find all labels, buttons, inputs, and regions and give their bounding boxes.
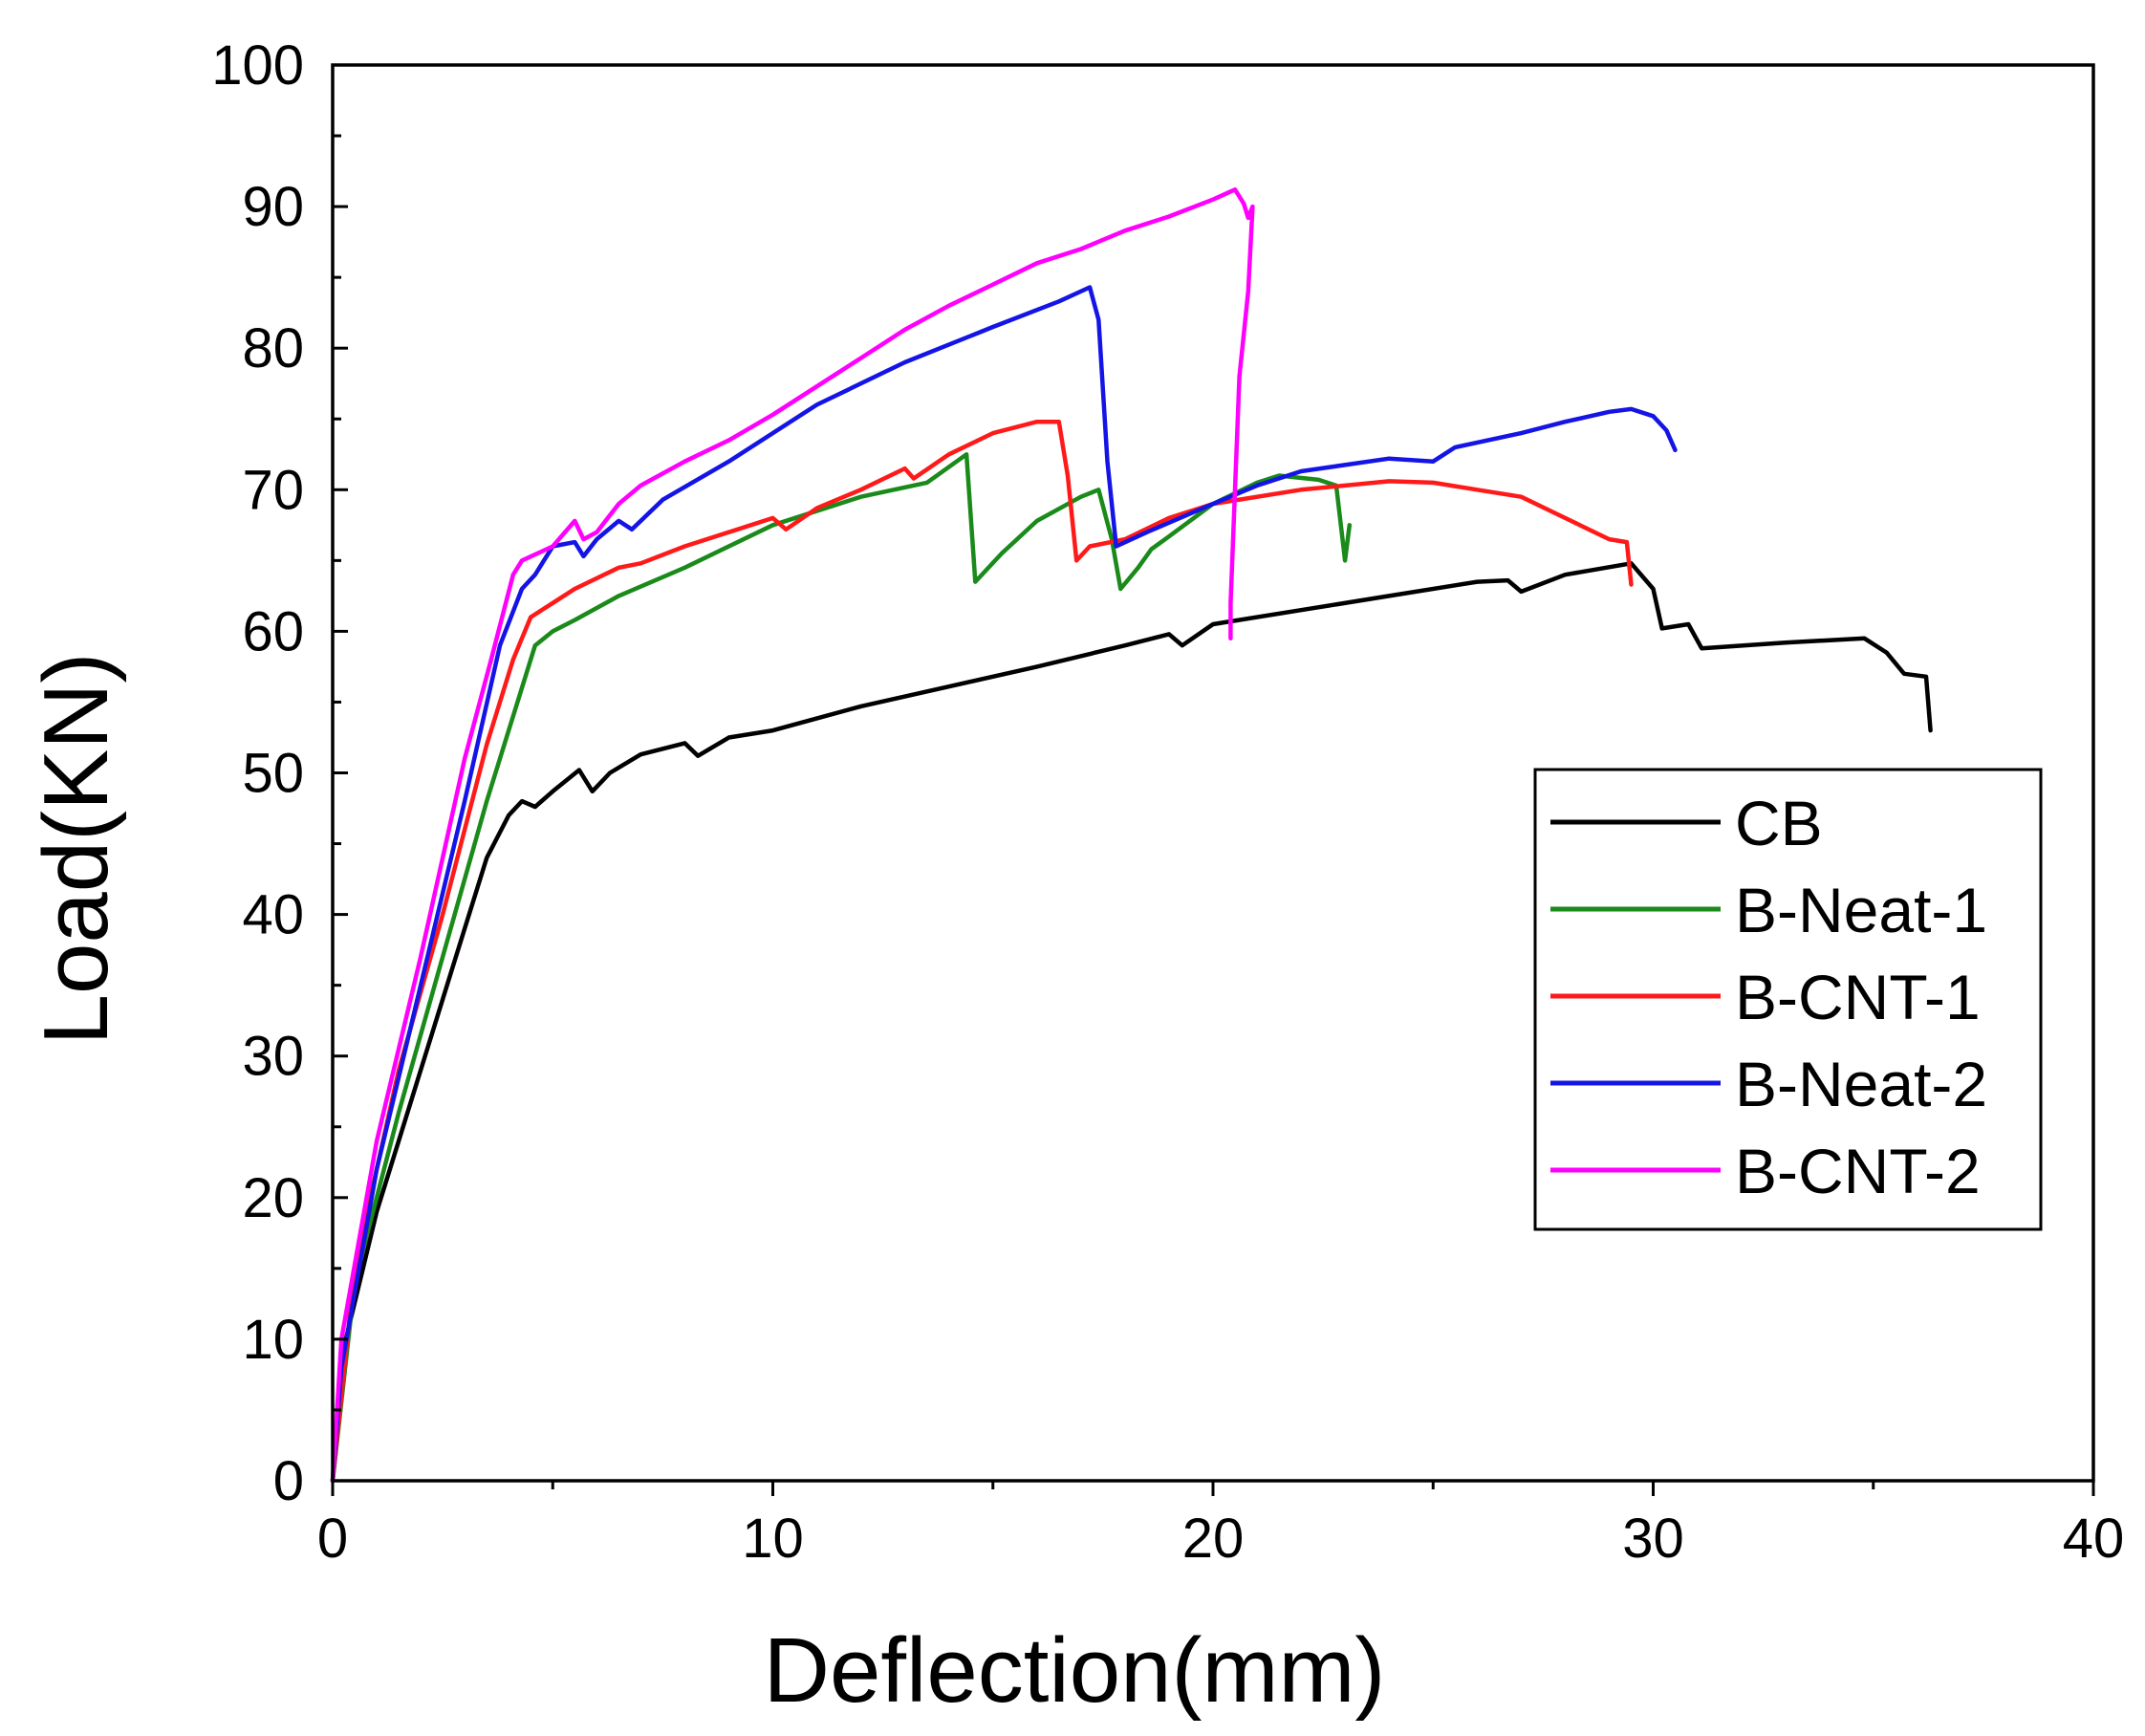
series-line-b-neat-2 — [330, 285, 1678, 1484]
series-line-b-cnt-1 — [330, 419, 1634, 1484]
legend-label-b-cnt-1: B-CNT-1 — [1735, 962, 1981, 1032]
x-tick-label: 10 — [742, 1508, 804, 1570]
x-axis-title: Deflection(mm) — [764, 1619, 1386, 1722]
y-axis-title: Load(KN) — [25, 653, 127, 1046]
x-tick-label: 30 — [1622, 1508, 1684, 1570]
axis-ticks — [331, 63, 2095, 1496]
y-tick-label: 70 — [242, 459, 304, 521]
y-tick-label: 10 — [242, 1309, 304, 1371]
y-tick-label: 20 — [242, 1167, 304, 1229]
series-line-b-neat-1 — [330, 452, 1353, 1484]
legend-label-b-neat-1: B-Neat-1 — [1735, 875, 1987, 945]
tick-labels: 0 10 20 30 40 0 10 20 30 40 50 60 70 80 90 100 — [211, 34, 2124, 1570]
legend: CB B-Neat-1 B-CNT-1 B-Neat-2 B-CNT-2 — [1533, 768, 2043, 1231]
y-tick-label: 90 — [242, 176, 304, 238]
legend-label-b-cnt-2: B-CNT-2 — [1735, 1136, 1981, 1206]
legend-label-b-neat-2: B-Neat-2 — [1735, 1049, 1987, 1119]
x-tick-label: 0 — [317, 1508, 348, 1570]
legend-label-cb: CB — [1735, 788, 1823, 858]
y-tick-label: 40 — [242, 884, 304, 946]
y-tick-label: 100 — [211, 34, 304, 97]
y-tick-label: 80 — [242, 317, 304, 380]
y-tick-label: 60 — [242, 600, 304, 662]
legend-box — [1533, 768, 2043, 1231]
y-tick-label: 50 — [242, 743, 304, 805]
series-line-cb — [330, 561, 1933, 1484]
legend-items: CB B-Neat-1 B-CNT-1 B-Neat-2 B-CNT-2 — [1550, 788, 1987, 1206]
x-tick-label: 40 — [2063, 1508, 2125, 1570]
series-layer — [330, 187, 1933, 1484]
x-tick-label: 20 — [1182, 1508, 1245, 1570]
y-tick-label: 30 — [242, 1026, 304, 1088]
y-tick-label: 0 — [273, 1450, 304, 1512]
series-line-b-cnt-2 — [330, 187, 1255, 1484]
